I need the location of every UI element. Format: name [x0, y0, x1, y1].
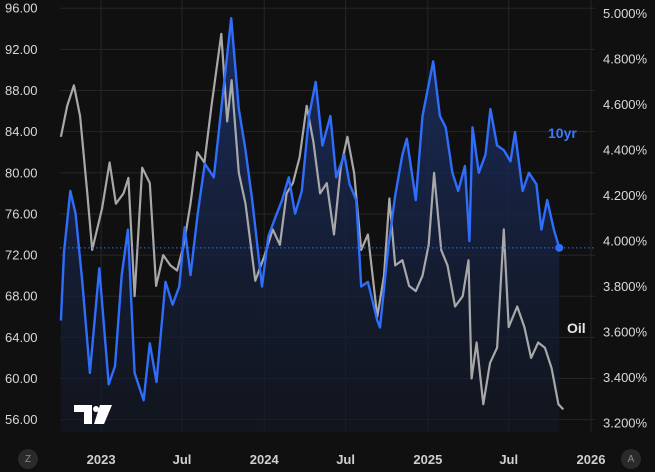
- right-tick-label: 4.600%: [603, 97, 648, 112]
- right-tick-label: 3.400%: [603, 370, 648, 385]
- left-tick-label: 68.00: [5, 289, 38, 304]
- x-tick-label: 2023: [87, 452, 116, 467]
- right-tick-label: 4.000%: [603, 234, 648, 249]
- right-tick-label: 5.000%: [603, 6, 648, 21]
- left-tick-label: 64.00: [5, 330, 38, 345]
- x-tick-label: 2024: [250, 452, 280, 467]
- x-axis: 2023 Jul 2024 Jul 2025 Jul 2026: [87, 452, 606, 467]
- right-tick-label: 4.200%: [603, 188, 648, 203]
- x-tick-label: Jul: [499, 452, 518, 467]
- left-tick-label: 56.00: [5, 412, 38, 427]
- right-tick-label: 3.200%: [603, 415, 648, 430]
- last-value-dot: [555, 243, 564, 252]
- tenyr-line: [59, 17, 561, 402]
- corner-right-label: A: [627, 453, 635, 465]
- left-tick-label: 84.00: [5, 124, 38, 139]
- oil-series-label: Oil: [567, 320, 586, 336]
- tenyr-area: [60, 18, 560, 432]
- tenyr-series-label: 10yr: [548, 125, 577, 141]
- right-tick-label: 3.800%: [603, 279, 648, 294]
- tradingview-logo: TV: [74, 405, 112, 424]
- x-tick-label: 2025: [413, 452, 442, 467]
- corner-left-label: Z: [24, 453, 32, 465]
- left-axis: 96.00 92.00 88.00 84.00 80.00 76.00 72.00 68.00…: [5, 1, 38, 427]
- x-tick-label: Jul: [173, 452, 192, 467]
- auto-scale-button-left[interactable]: Z: [18, 449, 38, 469]
- oil-line: [59, 32, 565, 411]
- right-tick-label: 3.600%: [603, 324, 648, 339]
- x-tick-label: 2026: [577, 452, 606, 467]
- left-tick-label: 60.00: [5, 371, 38, 386]
- right-axis: 5.000% 4.800% 4.600% 4.400% 4.200% 4.000% 3.80…: [603, 6, 648, 430]
- right-tick-label: 4.400%: [603, 143, 648, 158]
- left-tick-label: 96.00: [5, 1, 38, 16]
- left-tick-label: 72.00: [5, 248, 38, 263]
- left-tick-label: 92.00: [5, 42, 38, 57]
- left-tick-label: 80.00: [5, 165, 38, 180]
- x-tick-label: Jul: [336, 452, 355, 467]
- right-tick-label: 4.800%: [603, 52, 648, 67]
- left-tick-label: 88.00: [5, 83, 38, 98]
- auto-scale-button-right[interactable]: A: [621, 449, 641, 469]
- left-tick-label: 76.00: [5, 206, 38, 221]
